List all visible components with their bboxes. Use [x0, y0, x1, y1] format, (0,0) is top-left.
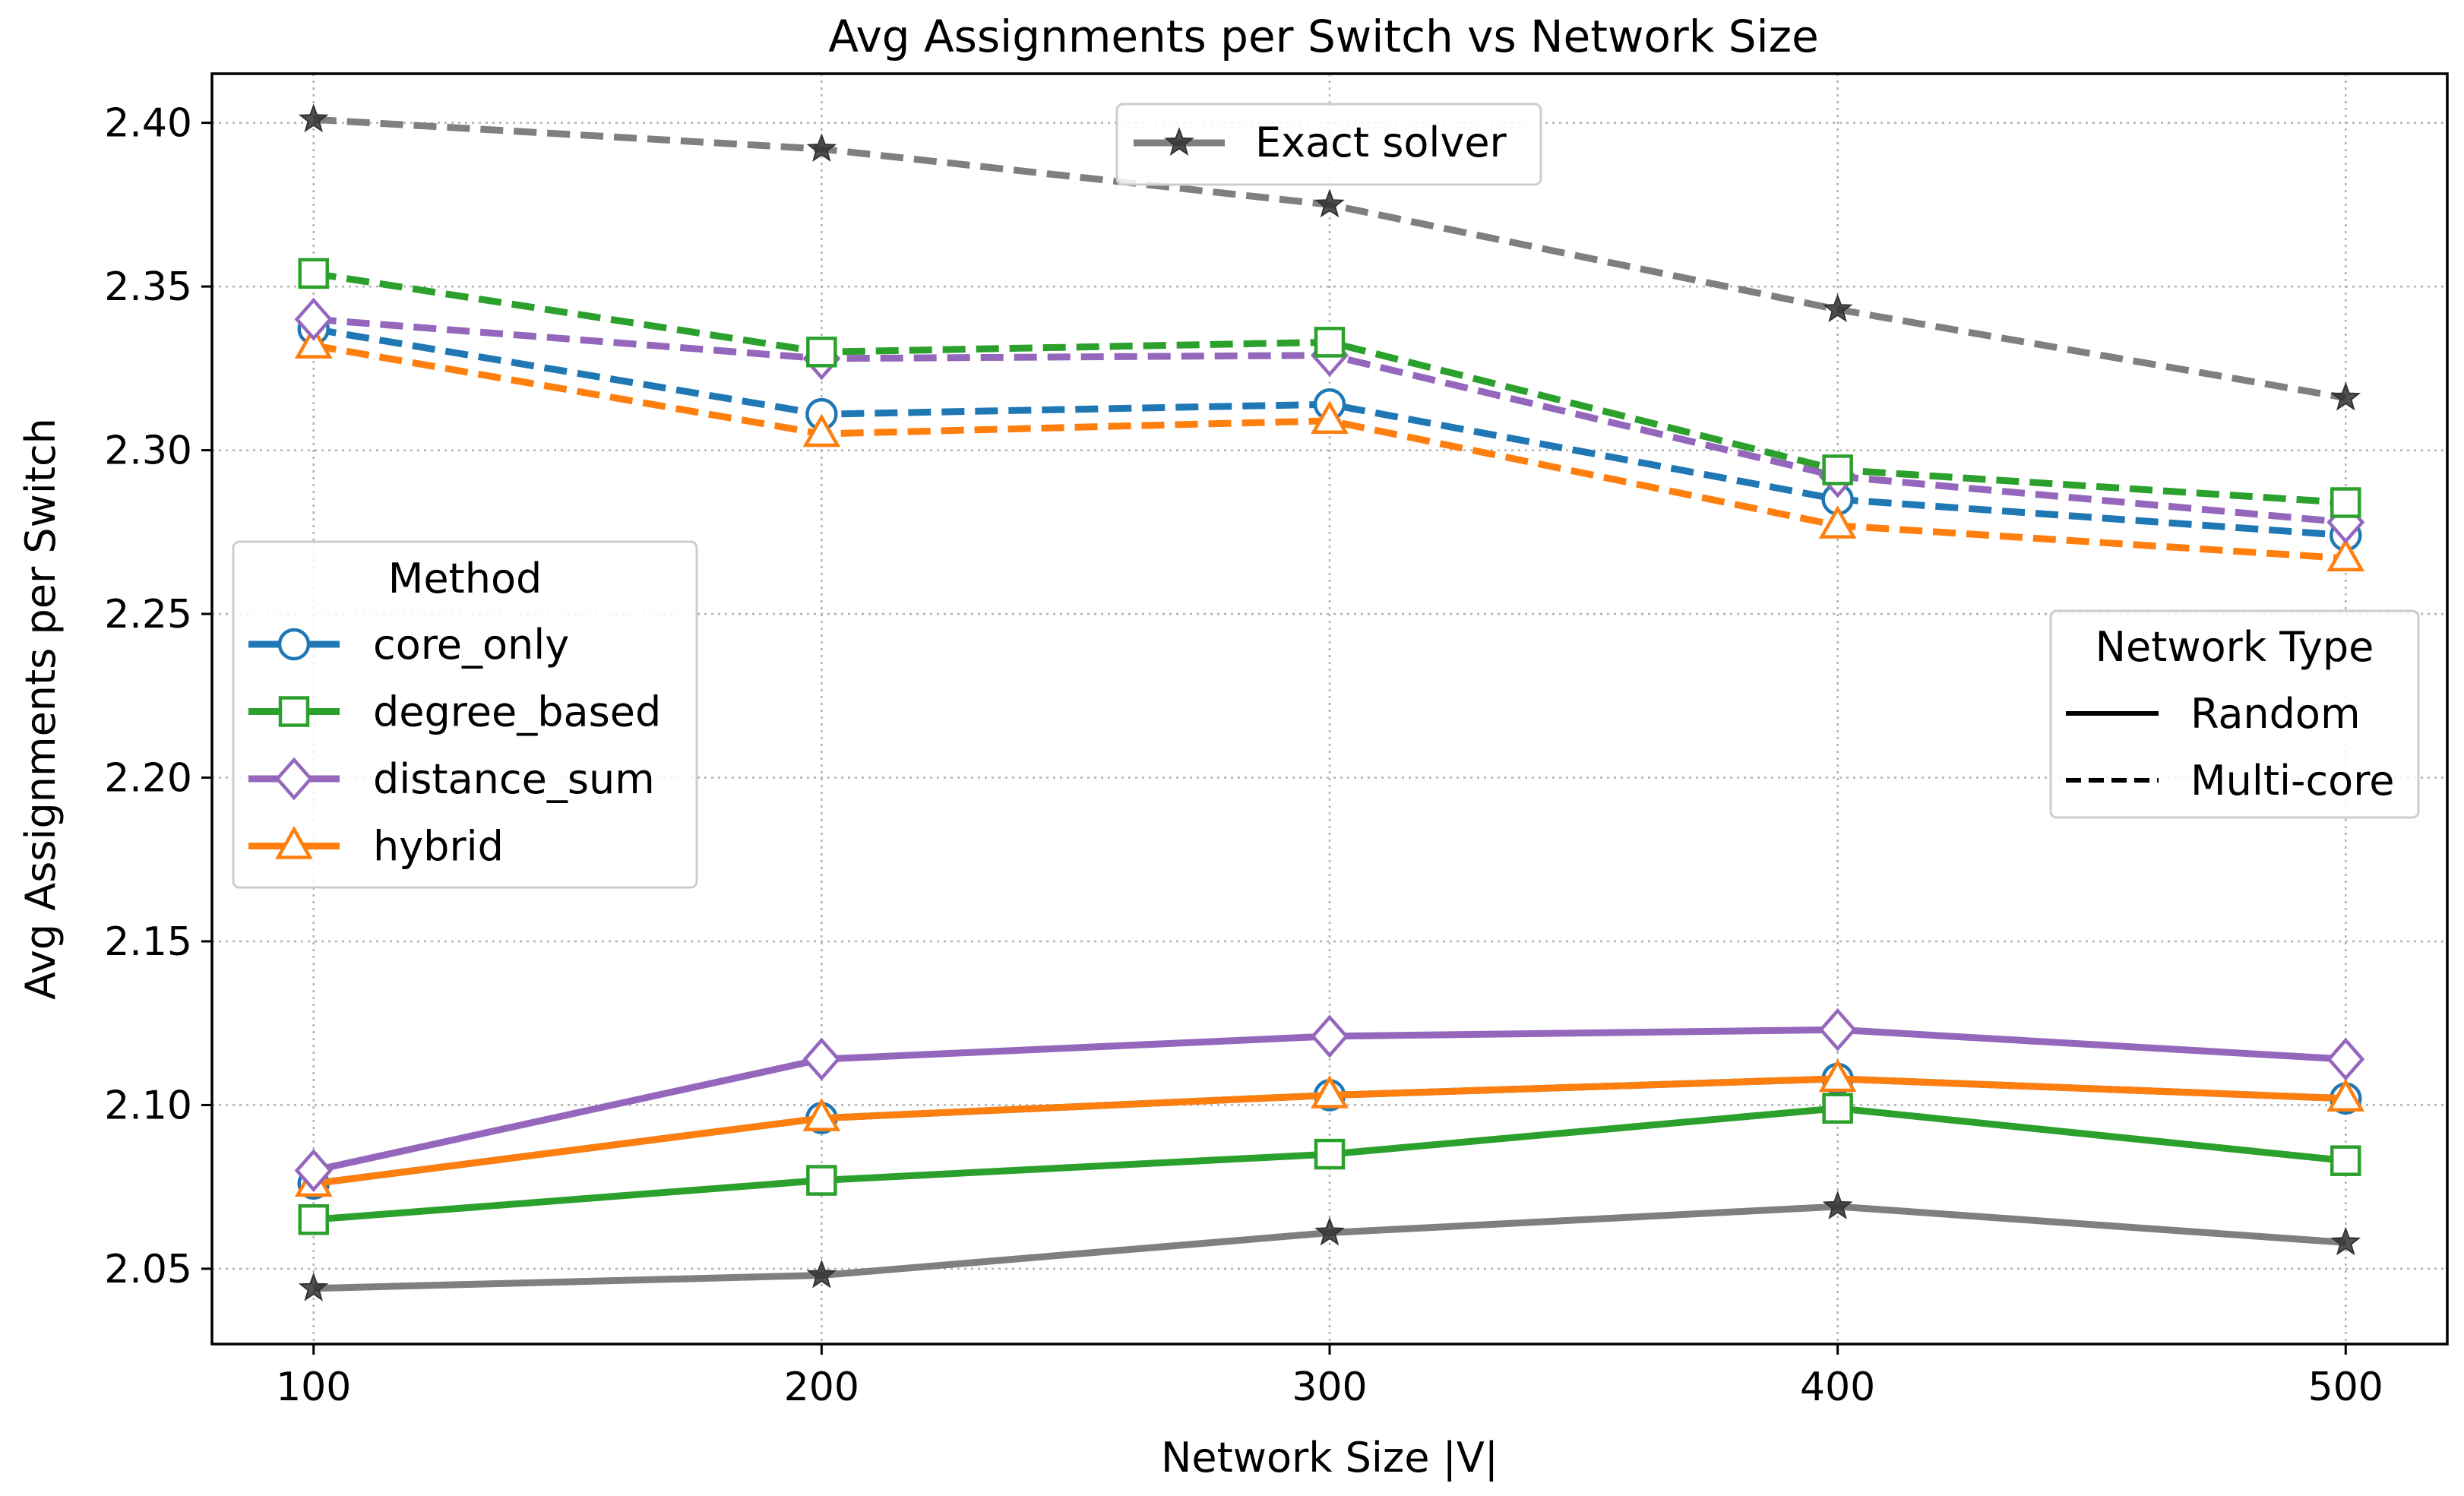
- data-point: [802, 1037, 841, 1081]
- data-point: [298, 103, 329, 133]
- data-point: [298, 1272, 329, 1301]
- data-point: [1818, 1007, 1857, 1052]
- y-tick-label: 2.25: [104, 592, 192, 637]
- y-tick-label: 2.30: [104, 429, 192, 474]
- data-point: [294, 1149, 333, 1193]
- legend-marker: [275, 825, 313, 859]
- y-axis-label: Avg Assignments per Switch: [17, 418, 65, 1000]
- legend-label: distance_sum: [373, 755, 655, 803]
- data-point: [298, 1203, 329, 1235]
- legend-marker: [275, 757, 313, 801]
- data-point: [806, 337, 837, 368]
- data-point: [1818, 1058, 1857, 1093]
- legend-exact-marker: [1164, 127, 1194, 156]
- legend-item-hybrid: hybrid: [248, 823, 504, 871]
- data-point: [806, 1259, 837, 1289]
- legend-item-random: Random: [2066, 690, 2361, 738]
- legend-item-multi-core: Multi-core: [2066, 757, 2394, 805]
- legend-method-box: [232, 540, 698, 889]
- data-point: [1822, 293, 1853, 323]
- x-tick-label: 100: [276, 1365, 351, 1410]
- y-tick-label: 2.15: [104, 919, 192, 965]
- legend-marker: [278, 696, 310, 727]
- x-tick-label: 500: [2308, 1365, 2383, 1410]
- data-point: [802, 413, 841, 448]
- y-tick-label: 2.20: [104, 755, 192, 801]
- data-point: [1822, 454, 1853, 485]
- series-hybrid-multi-core: [294, 325, 2365, 572]
- series-group: [294, 103, 2365, 1301]
- series-degree-based-multi-core: [298, 258, 2361, 518]
- legend-exact-label: Exact solver: [1255, 119, 1507, 166]
- x-axis-label: Network Size |V|: [1161, 1434, 1498, 1482]
- data-point: [1314, 188, 1345, 218]
- y-tick-label: 2.10: [104, 1083, 192, 1128]
- data-point: [1314, 1138, 1346, 1170]
- data-point: [1311, 1014, 1349, 1058]
- data-point: [298, 258, 329, 289]
- legend-item-degree-based: degree_based: [248, 688, 661, 736]
- data-point: [802, 1098, 841, 1131]
- series-degree-based-random: [298, 1093, 2361, 1235]
- x-tick-label: 300: [1292, 1365, 1367, 1410]
- data-point: [1822, 1093, 1853, 1124]
- data-point: [2326, 538, 2365, 572]
- data-point: [2330, 1226, 2361, 1256]
- data-point: [2330, 1145, 2361, 1176]
- data-point: [1818, 505, 1857, 539]
- series-hybrid-random: [294, 1058, 2365, 1197]
- data-point: [1314, 1216, 1345, 1246]
- legend-label: Random: [2190, 690, 2361, 738]
- legend-exact-box: [1115, 103, 1542, 186]
- data-point: [1314, 327, 1346, 358]
- data-point: [2326, 1078, 2365, 1112]
- series-exact-solver-multi-core: [298, 103, 2361, 411]
- y-axis: 2.05 2.10 2.15 2.20 2.25 2.30 2.35 2.40: [104, 101, 212, 1292]
- x-tick-label: 400: [1800, 1365, 1875, 1410]
- legend-exact: Exact solver: [1115, 103, 1542, 186]
- chart-title: Avg Assignments per Switch vs Network Si…: [828, 11, 1819, 62]
- legend-network: Network Type Random Multi-core: [2049, 609, 2420, 819]
- y-tick-label: 2.35: [104, 264, 192, 310]
- data-point: [1311, 1074, 1349, 1109]
- legend-network-box: [2049, 609, 2420, 819]
- legend-label: degree_based: [373, 688, 661, 736]
- y-tick-label: 2.05: [104, 1247, 192, 1292]
- y-tick-label: 2.40: [104, 101, 192, 147]
- legend-network-title: Network Type: [2096, 623, 2374, 671]
- data-point: [806, 1165, 837, 1196]
- data-point: [2330, 381, 2361, 411]
- data-point: [1311, 400, 1349, 435]
- legend-item-distance-sum: distance_sum: [248, 755, 655, 803]
- legend-label: hybrid: [373, 823, 504, 871]
- legend-label: core_only: [373, 621, 569, 669]
- data-point: [294, 297, 333, 341]
- series-distance-sum-random: [294, 1007, 2365, 1193]
- data-point: [294, 325, 333, 359]
- data-point: [1822, 1191, 1853, 1219]
- legend-label: Multi-core: [2190, 757, 2394, 805]
- data-point: [2330, 487, 2361, 518]
- legend-item-core-only: core_only: [248, 621, 569, 669]
- data-point: [806, 133, 837, 163]
- series-exact-solver-random: [298, 1191, 2361, 1301]
- legend-marker: [277, 628, 311, 661]
- legend-method-title: Method: [388, 555, 542, 603]
- x-axis: 100 200 300 400 500: [276, 1344, 2383, 1410]
- legend-method: Method core_only degree_based distance_sum…: [232, 540, 698, 889]
- data-point: [2326, 1037, 2365, 1081]
- x-tick-label: 200: [784, 1365, 859, 1410]
